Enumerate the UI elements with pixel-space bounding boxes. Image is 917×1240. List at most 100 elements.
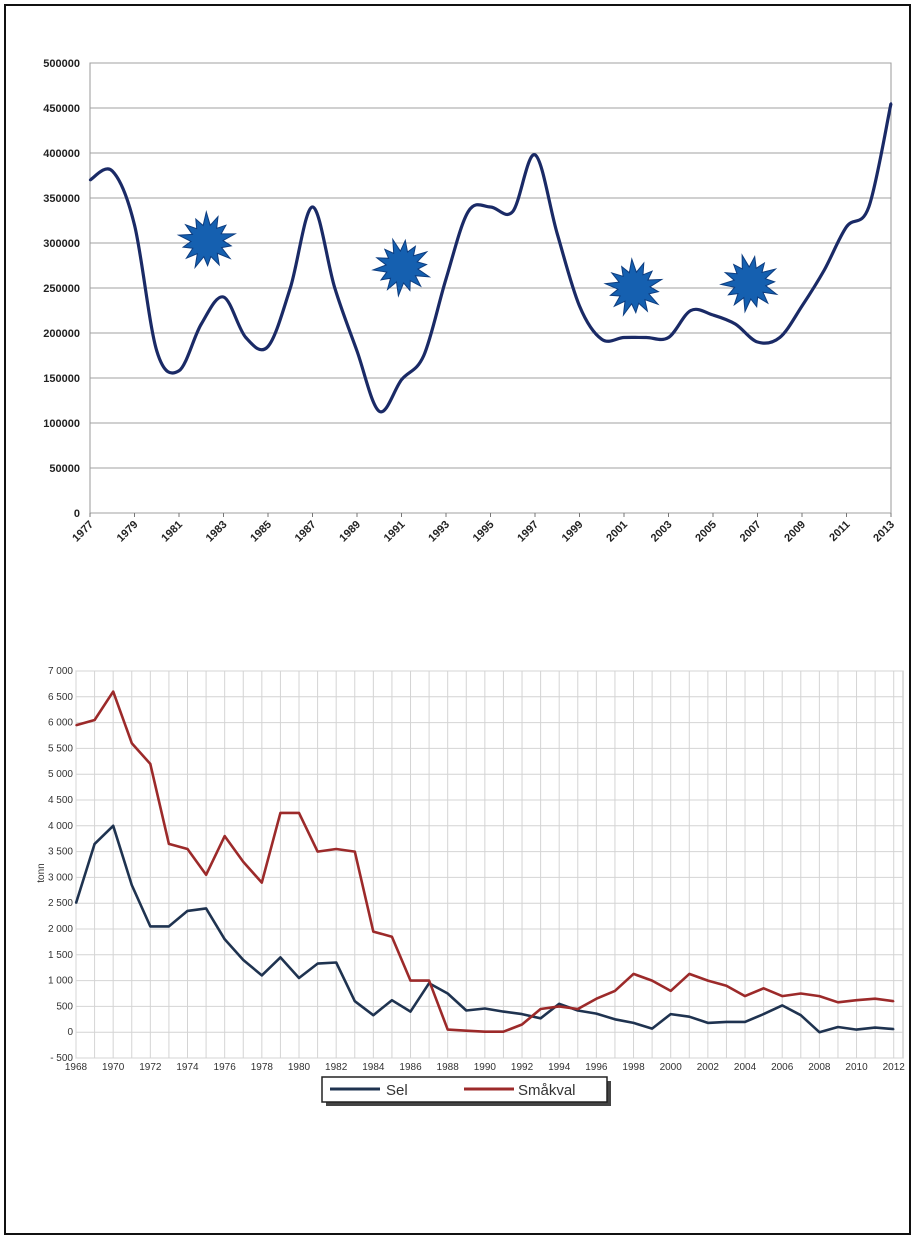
data-point — [205, 874, 207, 876]
starburst-icon — [371, 237, 432, 298]
data-point — [614, 1018, 616, 1021]
data-point — [88, 178, 92, 182]
data-point — [316, 962, 319, 965]
x-tick-label: 2004 — [734, 1062, 757, 1073]
data-point — [845, 225, 848, 228]
x-tick-label: 1980 — [288, 1062, 311, 1073]
y-tick-label: 7 000 — [48, 666, 73, 677]
y-tick-label: 6 000 — [48, 718, 73, 729]
y-axis-label: tonn — [36, 863, 47, 882]
y-tick-label: 450000 — [43, 103, 80, 115]
y-tick-label: 200000 — [43, 328, 80, 340]
data-point — [533, 153, 537, 156]
data-point — [874, 1026, 876, 1029]
x-tick-label: 1988 — [437, 1062, 460, 1073]
y-tick-label: 3 000 — [48, 872, 73, 883]
data-point — [335, 961, 337, 964]
x-tick-label: 2008 — [808, 1062, 831, 1073]
data-point — [823, 268, 826, 272]
y-tick-label: 3 500 — [48, 847, 73, 858]
data-point — [489, 205, 492, 209]
data-point — [578, 304, 581, 308]
data-point — [168, 843, 170, 845]
data-point — [133, 223, 136, 227]
legend-label-smakval: Småkval — [518, 1082, 576, 1099]
legend-label-sel: Sel — [386, 1082, 408, 1099]
x-tick-label: 2002 — [697, 1062, 720, 1073]
data-point — [242, 861, 245, 863]
data-point — [155, 349, 158, 353]
y-tick-label: 5 500 — [48, 743, 73, 754]
data-point — [539, 1017, 542, 1020]
data-point — [521, 1013, 523, 1015]
data-point — [177, 369, 181, 372]
data-point — [707, 979, 709, 982]
data-point — [93, 843, 96, 845]
data-point — [651, 979, 653, 982]
y-tick-label: 0 — [74, 508, 80, 520]
data-point — [762, 987, 765, 990]
data-point — [756, 340, 759, 344]
y-tick-label: 6 500 — [48, 692, 73, 703]
data-point — [111, 169, 114, 173]
y-tick-label: 500 — [56, 1001, 73, 1012]
data-point — [130, 742, 133, 745]
data-point — [892, 1028, 895, 1030]
x-tick-label: 1992 — [511, 1062, 534, 1073]
data-point — [75, 902, 77, 904]
data-point — [600, 338, 603, 341]
data-point — [261, 881, 263, 884]
data-point — [622, 336, 626, 339]
y-tick-label: 2 500 — [48, 898, 73, 909]
data-point — [130, 884, 133, 886]
y-tick-label: 50000 — [49, 463, 80, 475]
y-tick-label: 400000 — [43, 148, 80, 160]
x-tick-label: 1986 — [399, 1062, 422, 1073]
data-point — [818, 1031, 821, 1033]
y-tick-label: 250000 — [43, 283, 80, 295]
data-point — [444, 277, 448, 281]
data-point — [781, 995, 784, 997]
data-point — [353, 1000, 356, 1003]
data-point — [465, 1029, 468, 1032]
y-tick-label: 300000 — [43, 238, 80, 250]
x-tick-label: 1998 — [622, 1062, 645, 1073]
data-point — [311, 205, 314, 209]
data-point — [484, 1030, 486, 1033]
data-point — [186, 848, 189, 850]
data-point — [355, 349, 359, 353]
data-point — [428, 979, 430, 982]
data-point — [244, 336, 247, 339]
data-point — [707, 1022, 709, 1024]
data-point — [800, 304, 804, 308]
data-point — [279, 812, 282, 814]
data-point — [372, 1014, 375, 1016]
data-point — [112, 690, 114, 693]
data-point — [818, 995, 821, 997]
data-point — [651, 1027, 653, 1030]
data-point — [353, 850, 356, 853]
starburst-icon — [719, 253, 779, 314]
x-tick-label: 1976 — [214, 1062, 237, 1073]
x-tick-label: 2012 — [883, 1062, 906, 1073]
data-point — [112, 825, 114, 827]
y-tick-label: 5 000 — [48, 769, 73, 780]
starburst-icon — [176, 210, 237, 270]
data-point — [511, 210, 514, 213]
data-point — [855, 999, 858, 1002]
x-tick-label: 1978 — [251, 1062, 274, 1073]
data-point — [391, 999, 393, 1002]
data-point — [502, 1010, 505, 1013]
data-point — [725, 1021, 728, 1023]
data-point — [465, 1009, 468, 1012]
y-tick-label: 500000 — [43, 58, 80, 70]
starburst-icon — [603, 257, 664, 317]
data-point — [93, 719, 96, 721]
data-point — [632, 973, 635, 975]
data-point — [744, 1021, 746, 1023]
data-point — [556, 232, 559, 236]
plot-area-2 — [75, 670, 904, 1059]
data-point — [149, 925, 152, 928]
data-point — [200, 322, 203, 326]
